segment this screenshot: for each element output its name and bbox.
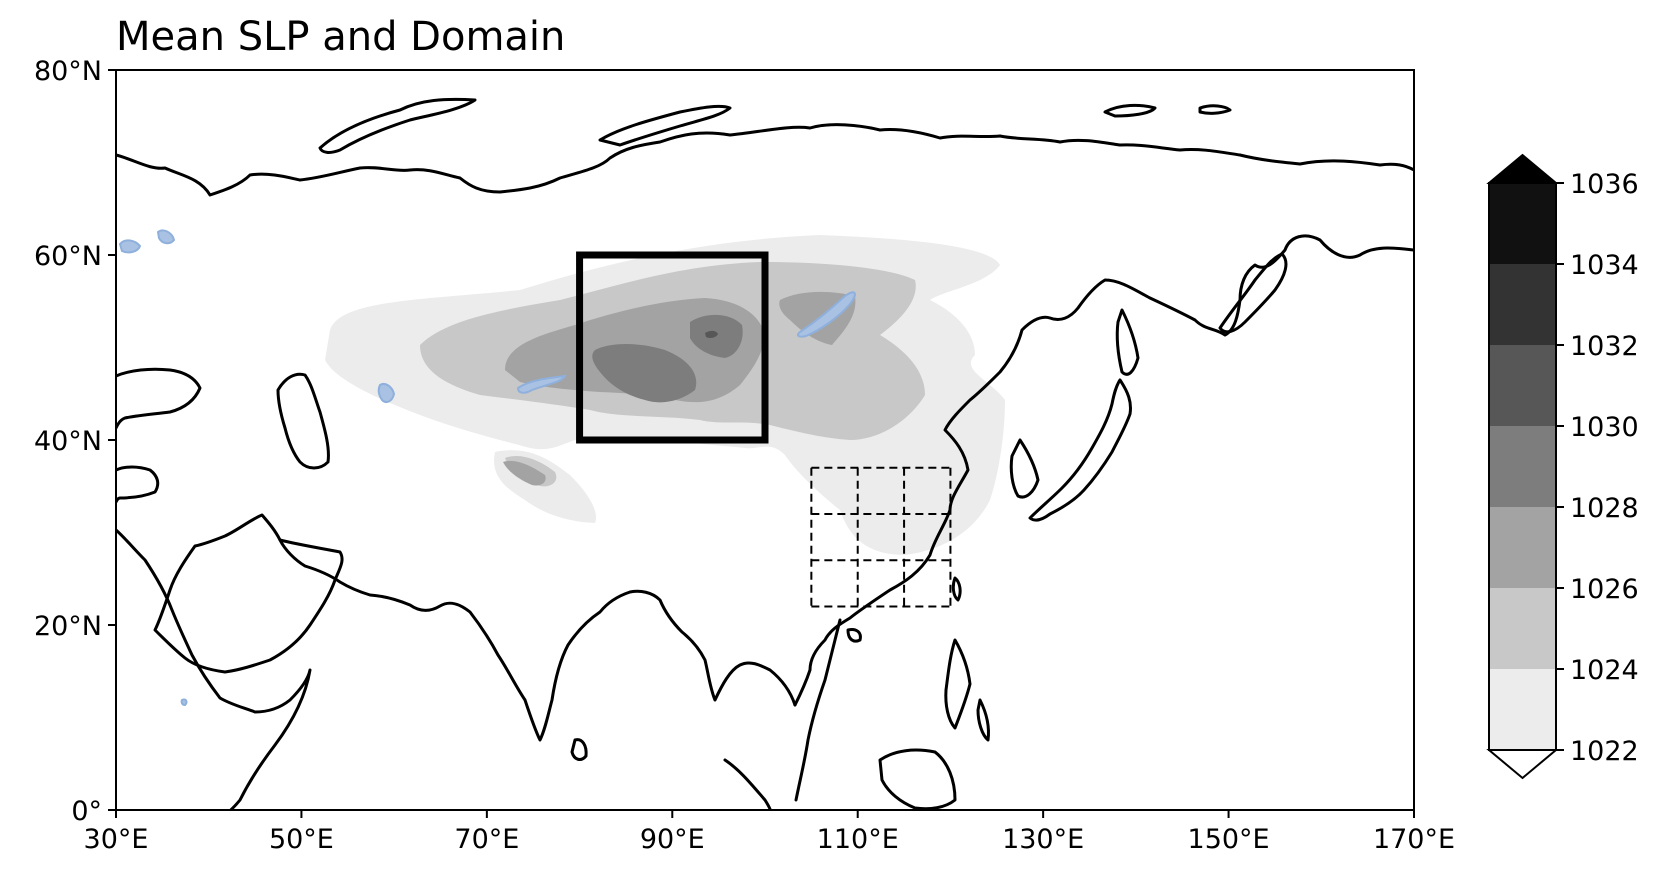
colorbar-tick-label: 1028 [1570, 493, 1639, 524]
domain-boxes [576, 251, 952, 608]
colorbar-segment [1489, 183, 1556, 264]
coast-arabia [153, 513, 344, 674]
colorbar-tick-label: 1032 [1570, 331, 1639, 362]
map-panel [116, 70, 1414, 810]
colorbar-segment [1489, 669, 1556, 750]
coast-mediterranean [116, 465, 160, 504]
lat-tick-label: 80°N [34, 56, 102, 87]
lon-tick-label: 50°E [269, 824, 334, 855]
lake-baikal [797, 291, 856, 338]
coast-africa [116, 528, 312, 810]
coast-borneo [878, 748, 957, 810]
lon-tick-label: 30°E [84, 824, 149, 855]
slp-contour-1030 [705, 330, 718, 338]
colorbar-tick-label: 1026 [1570, 574, 1639, 605]
colorbar-tick-label: 1034 [1570, 250, 1639, 281]
slp-contour-1028 [592, 344, 697, 403]
coast-black-sea [116, 367, 202, 430]
lon-tick-label: 90°E [640, 824, 705, 855]
lon-tick-label: 130°E [1002, 824, 1084, 855]
coast-indochina [794, 618, 842, 802]
domain-box-solid [576, 251, 769, 444]
slp-contour-1026-sw [503, 460, 546, 486]
lakes [118, 229, 856, 707]
colorbar-segment [1489, 345, 1556, 426]
lon-tick-label: 70°E [454, 824, 519, 855]
coast-sumatra [723, 758, 772, 810]
coast-caspian [276, 372, 330, 470]
map-axes: 30°E 50°E 70°E 90°E 110°E 130°E 150°E 170°E 0° 20… [34, 56, 1455, 855]
coast-philippines [944, 638, 990, 742]
lake-balkhash [516, 374, 567, 394]
colorbar-tick-label: 1036 [1570, 169, 1639, 200]
lake-aral [377, 383, 396, 403]
colorbar-segment [1489, 588, 1556, 669]
coast-sri-lanka [570, 738, 588, 761]
coast-east-asia [793, 234, 1414, 707]
colorbar-tick-label: 1024 [1570, 655, 1639, 686]
colorbar-tick-label: 1022 [1570, 736, 1639, 767]
colorbar-frame [1488, 182, 1557, 751]
coast-kamchatka [1218, 252, 1288, 334]
coast-japan [1028, 378, 1132, 522]
map-title: Mean SLP and Domain [116, 14, 565, 60]
coast-arctic [116, 123, 1414, 197]
coast-korea [1009, 438, 1040, 499]
lat-tick-label: 20°N [34, 611, 102, 642]
colorbar-tick-label: 1030 [1570, 412, 1639, 443]
lake-ladoga-onega [118, 229, 176, 254]
colorbar-segment [1489, 426, 1556, 507]
lat-tick-label: 0° [71, 796, 102, 827]
domain-box-dashed-grid [810, 466, 952, 608]
colorbar-segment [1489, 507, 1556, 588]
coastlines [116, 97, 1414, 810]
coast-novaya-zemlya [318, 97, 477, 154]
colorbar: 1022 1024 1026 1028 1030 1032 1034 1036 [1486, 153, 1639, 780]
lake-victoria [180, 698, 188, 707]
coast-new-siberian [1103, 103, 1232, 118]
coast-south-asia [278, 538, 797, 742]
lat-tick-label: 60°N [34, 241, 102, 272]
colorbar-extend-high [1486, 153, 1559, 184]
coast-taiwan-hainan [846, 576, 962, 643]
lon-tick-label: 110°E [817, 824, 899, 855]
coast-sakhalin [1115, 308, 1140, 376]
lon-tick-label: 150°E [1188, 824, 1270, 855]
colorbar-extend-low [1486, 749, 1559, 780]
lon-tick-label: 170°E [1373, 824, 1455, 855]
slp-contour-1028-n [690, 314, 743, 358]
lat-tick-label: 40°N [34, 426, 102, 457]
colorbar-segment [1489, 264, 1556, 345]
coast-taymyr [598, 104, 732, 147]
